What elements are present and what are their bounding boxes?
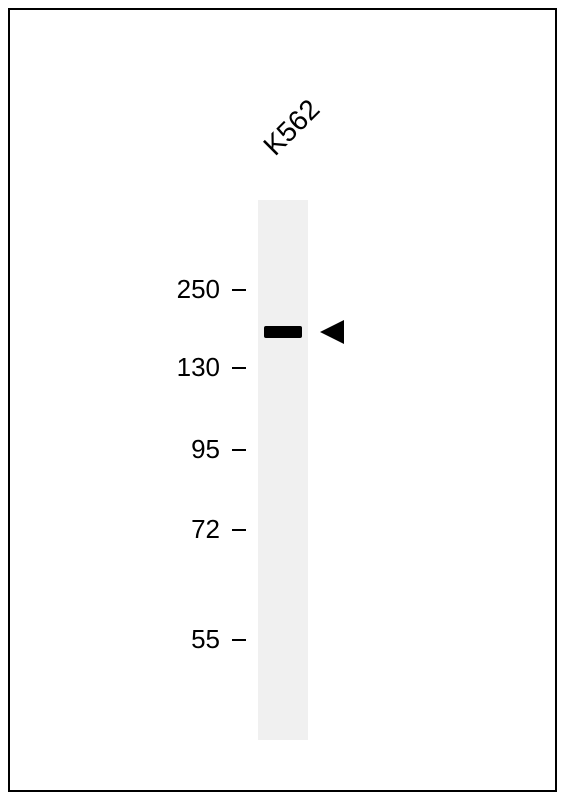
band-arrow-icon — [320, 320, 344, 344]
blot-lane — [258, 200, 308, 740]
marker-label-95: 95 — [191, 434, 220, 465]
protein-band — [264, 326, 302, 338]
marker-tick-130 — [232, 367, 246, 369]
marker-tick-95 — [232, 449, 246, 451]
marker-label-72: 72 — [191, 514, 220, 545]
marker-label-55: 55 — [191, 624, 220, 655]
marker-tick-250 — [232, 289, 246, 291]
marker-label-130: 130 — [177, 352, 220, 383]
marker-label-250: 250 — [177, 274, 220, 305]
marker-tick-72 — [232, 529, 246, 531]
marker-tick-55 — [232, 639, 246, 641]
